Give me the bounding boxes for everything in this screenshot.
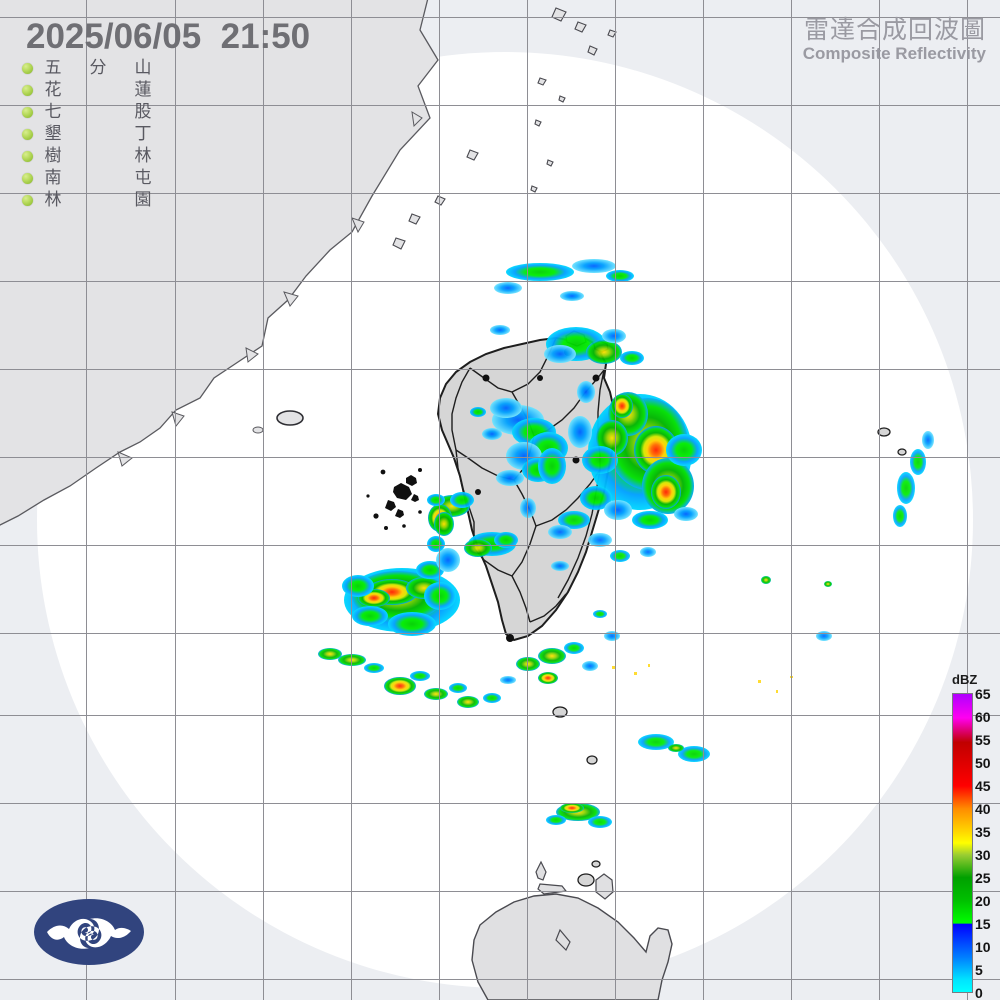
station-char-1: 南: [44, 168, 62, 188]
colorbar-tick: 45: [975, 778, 991, 794]
colorbar-tick: 55: [975, 732, 991, 748]
station-char-3: 屯: [134, 168, 152, 188]
colorbar-tick: 10: [975, 939, 991, 955]
colorbar-tick: 60: [975, 709, 991, 725]
colorbar-tick: 5: [975, 962, 983, 978]
station-char-2: 分: [89, 58, 107, 78]
station-char-1: 七: [44, 102, 62, 122]
station-item: 墾 丁: [22, 124, 172, 146]
station-char-1: 樹: [44, 146, 62, 166]
radar-station-list: 五 分 山 花 蓮 七 股 墾 丁 樹 林: [22, 58, 172, 212]
china-offshore-islets: [392, 7, 617, 250]
station-char-3: 股: [134, 102, 152, 122]
colorbar-tick: 0: [975, 985, 983, 1000]
product-title-zh: 雷達合成回波圖: [803, 15, 986, 44]
station-char-3: 山: [134, 58, 152, 78]
radar-echo-layer: [318, 259, 934, 828]
product-title: 雷達合成回波圖 Composite Reflectivity: [803, 16, 986, 63]
station-item: 南 屯: [22, 168, 172, 190]
station-char-1: 林: [44, 190, 62, 210]
colorbar-tick: 30: [975, 847, 991, 863]
station-char-1: 五: [44, 58, 62, 78]
station-bullet-icon: [22, 173, 33, 184]
colorbar-tick: 25: [975, 870, 991, 886]
station-char-3: 林: [134, 146, 152, 166]
station-bullet-icon: [22, 195, 33, 206]
station-item: 七 股: [22, 102, 172, 124]
colorbar-gradient: [952, 693, 973, 993]
station-item: 樹 林: [22, 146, 172, 168]
colorbar-tick: 40: [975, 801, 991, 817]
colorbar-tick: 50: [975, 755, 991, 771]
colorbar-tick: 15: [975, 916, 991, 932]
station-char-3: 蓮: [134, 80, 152, 100]
penghu-islands: [366, 468, 422, 530]
station-item: 林 園: [22, 190, 172, 212]
product-title-en: Composite Reflectivity: [802, 44, 986, 63]
station-bullet-icon: [22, 151, 33, 162]
station-bullet-icon: [22, 63, 33, 74]
china-mainland-landmass: [0, 0, 439, 526]
station-char-3: 園: [134, 190, 152, 210]
colorbar-tick: 65: [975, 686, 991, 702]
colorbar-tick: 20: [975, 893, 991, 909]
station-bullet-icon: [22, 129, 33, 140]
observation-timestamp: 2025/06/05 21:50: [26, 17, 311, 56]
station-item: 五 分 山: [22, 58, 172, 80]
colorbar-unit-label: dBZ: [952, 672, 978, 687]
luzon-landmass: [471, 860, 673, 1000]
cwa-logo: [34, 899, 144, 965]
station-item: 花 蓮: [22, 80, 172, 102]
station-char-1: 花: [44, 80, 62, 100]
station-char-3: 丁: [134, 124, 152, 144]
colorbar-tick: 35: [975, 824, 991, 840]
station-char-1: 墾: [44, 124, 62, 144]
station-bullet-icon: [22, 107, 33, 118]
station-bullet-icon: [22, 85, 33, 96]
